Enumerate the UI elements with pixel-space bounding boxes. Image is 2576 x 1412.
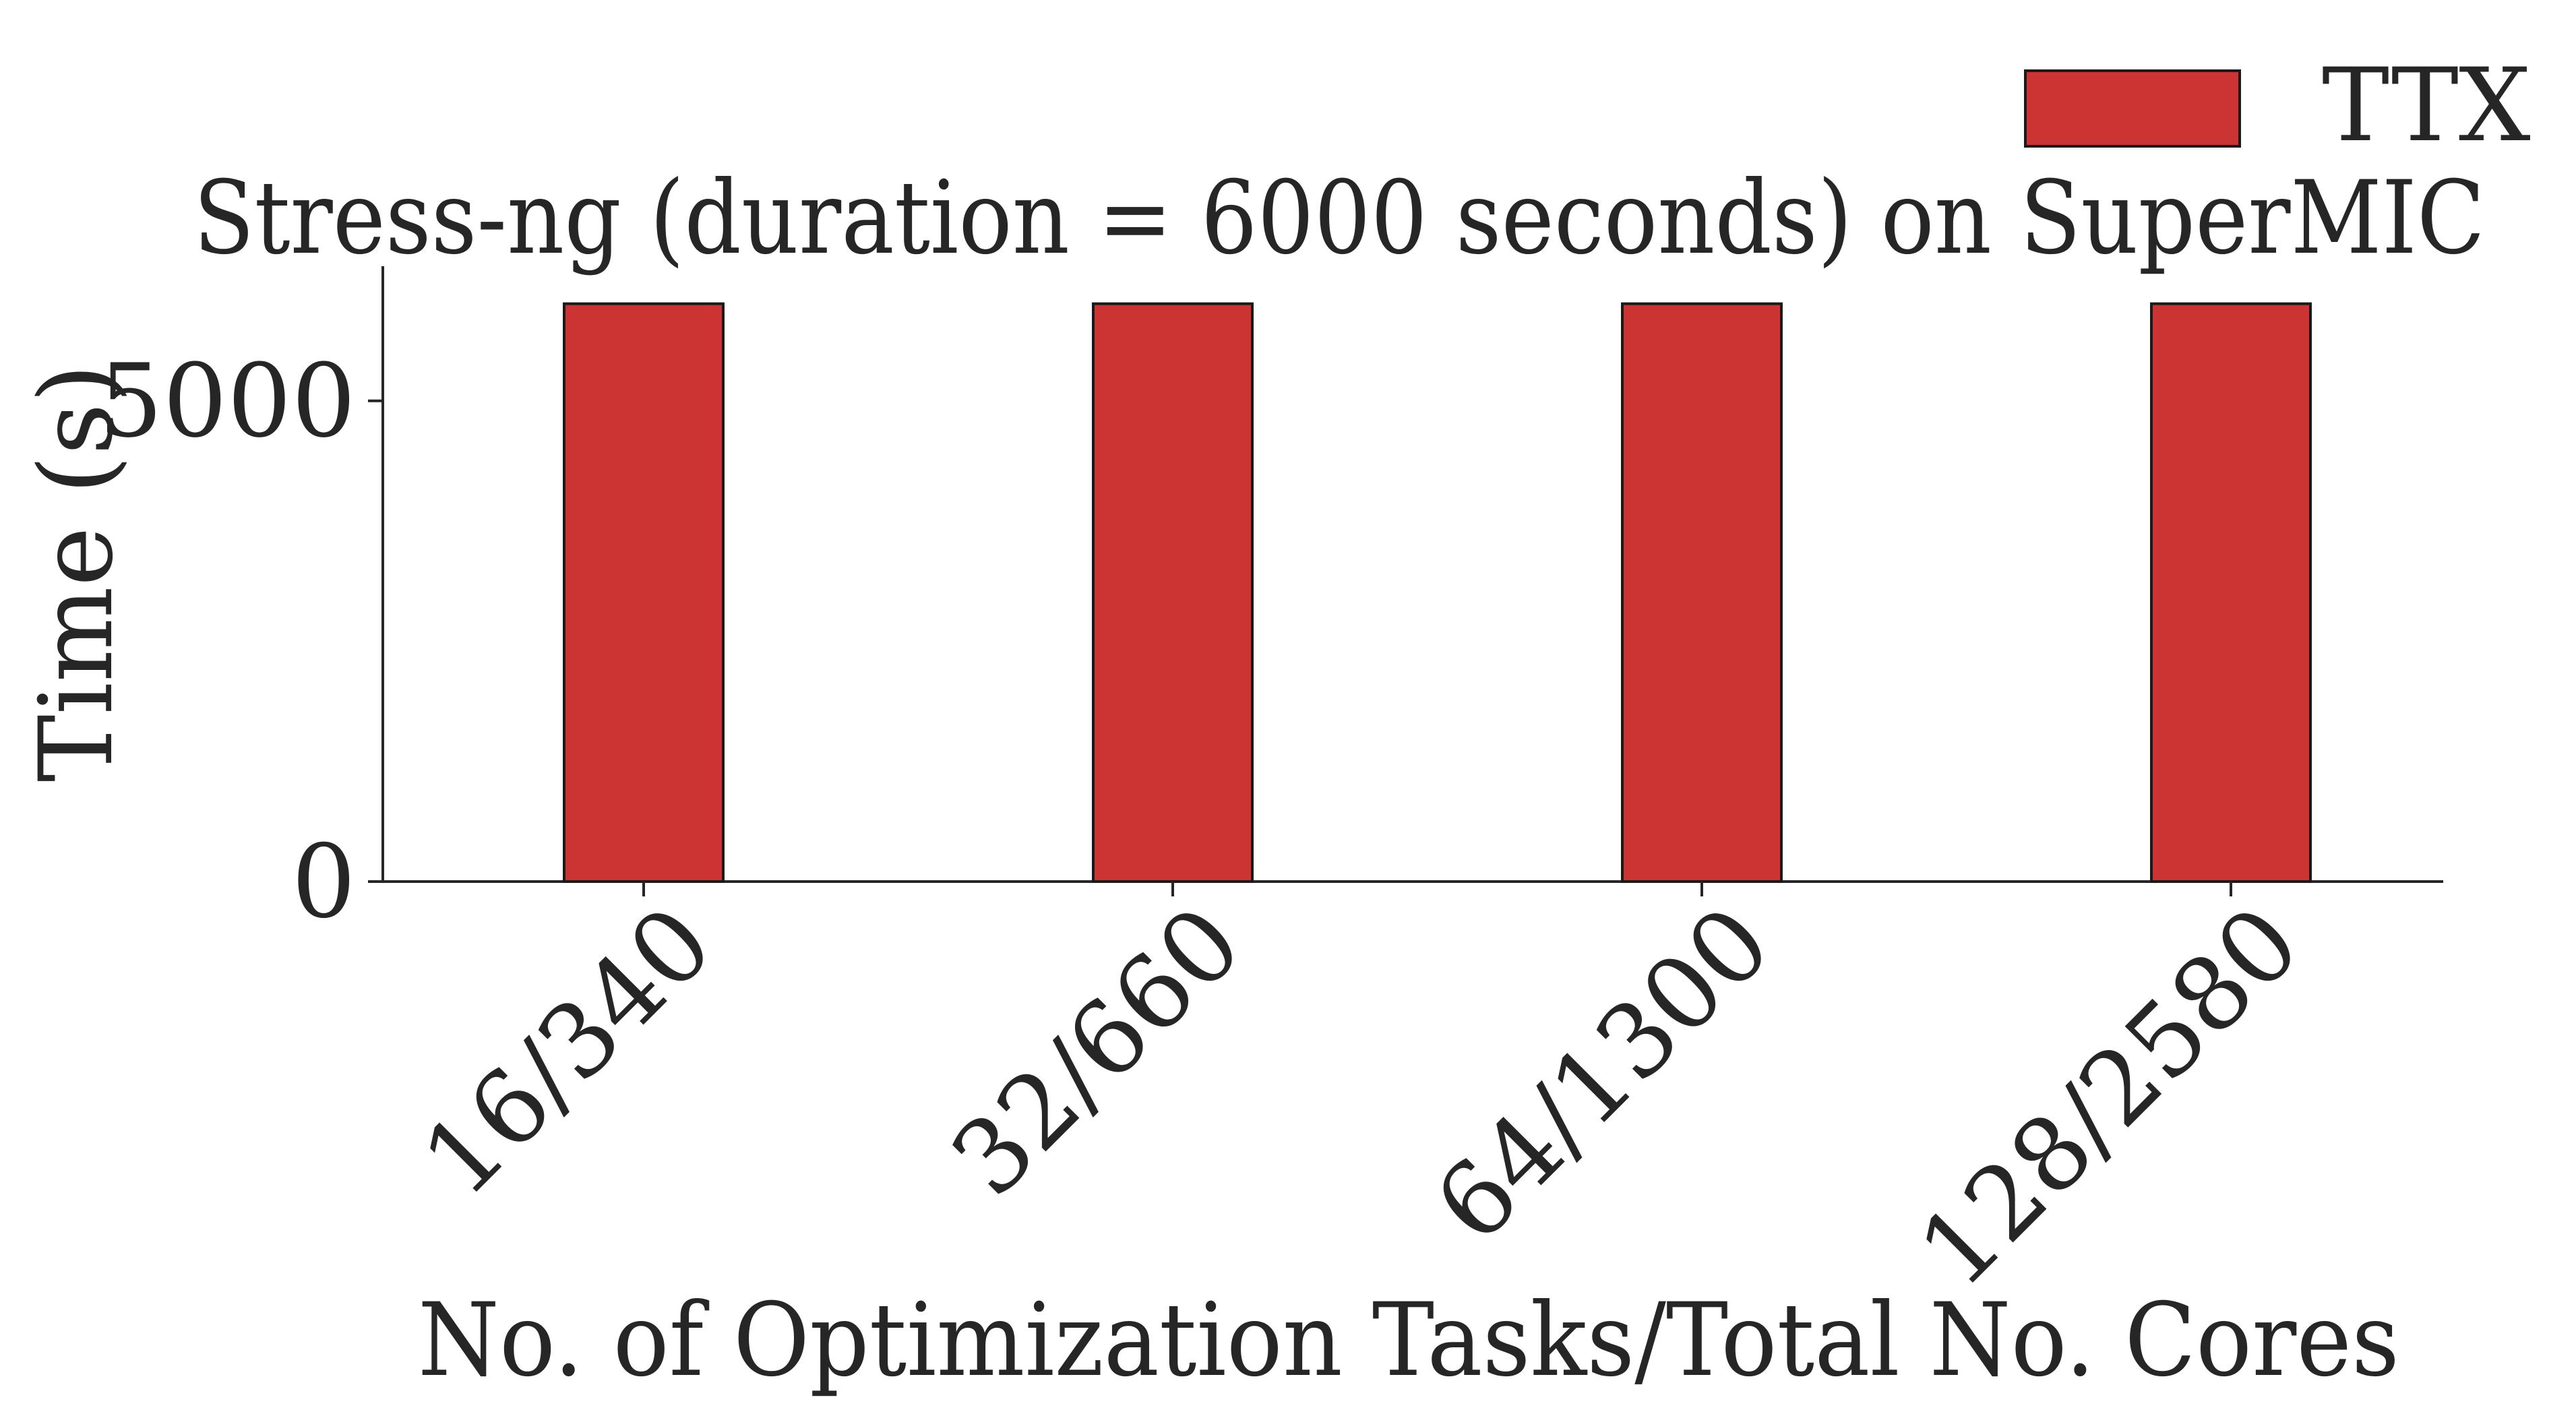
bar-64-1300 [1621, 302, 1783, 883]
x-tick-label: 16/340 [400, 884, 735, 1219]
legend-label-ttx: TTX [2322, 47, 2531, 164]
x-ticks: 16/340 32/660 64/1300 128/2580 [400, 882, 2322, 1310]
y-tick-label: 5000 [98, 343, 356, 460]
bar-16-340 [563, 302, 725, 883]
x-tick-label: 64/1300 [1413, 884, 1793, 1264]
y-tick-label: 0 [292, 824, 356, 941]
bars [563, 302, 2312, 883]
legend: TTX [2024, 47, 2531, 164]
y-axis-label: Time (s) [18, 364, 135, 782]
x-tick-label: 128/2580 [1897, 884, 2322, 1310]
x-axis-label: No. of Optimization Tasks/Total No. Core… [418, 1282, 2399, 1399]
chart-title: Stress-ng (duration = 6000 seconds) on S… [193, 160, 2485, 277]
legend-swatch-ttx [2024, 69, 2241, 148]
y-ticks: 0 5000 [98, 343, 383, 941]
x-tick-label: 32/660 [929, 884, 1264, 1219]
bar-128-2580 [2150, 302, 2312, 883]
bar-32-660 [1092, 302, 1254, 883]
